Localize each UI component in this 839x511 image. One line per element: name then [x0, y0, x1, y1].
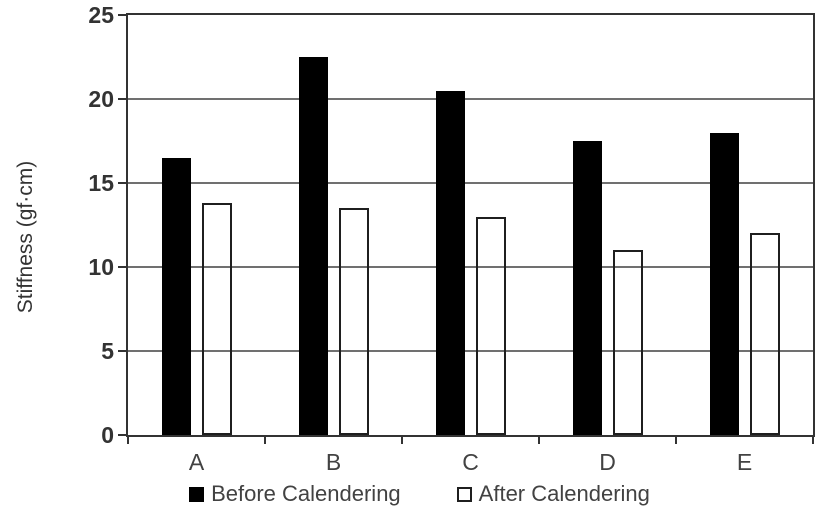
- bar-before-C: [435, 90, 465, 435]
- y-tick-20: [118, 98, 127, 100]
- y-tick-label-10: 10: [88, 254, 114, 280]
- legend-label: Before Calendering: [211, 481, 401, 506]
- bar-after-E: [749, 233, 780, 435]
- gridline-10: [128, 266, 813, 268]
- hollow-square-icon: [456, 486, 472, 502]
- y-tick-0: [118, 434, 127, 436]
- bar-before-A: [161, 157, 191, 435]
- x-label-D: D: [599, 449, 616, 475]
- legend-item-before: Before Calendering: [189, 481, 401, 507]
- y-tick-label-15: 15: [88, 170, 114, 196]
- gridline-20: [128, 98, 813, 100]
- y-tick-label-5: 5: [101, 338, 114, 364]
- y-tick-label-0: 0: [101, 422, 114, 448]
- x-tick-4: [675, 437, 677, 444]
- gridline-5: [128, 350, 813, 352]
- plot-area: [126, 13, 815, 437]
- x-label-A: A: [188, 449, 205, 475]
- legend: Before Calendering After Calendering: [0, 481, 839, 507]
- x-tick-5: [812, 437, 814, 444]
- y-tick-label-25: 25: [88, 2, 114, 28]
- x-label-B: B: [325, 449, 342, 475]
- y-tick-25: [118, 14, 127, 16]
- gridline-15: [128, 182, 813, 184]
- y-tick-label-20: 20: [88, 86, 114, 112]
- filled-square-icon: [189, 486, 205, 502]
- bar-after-A: [201, 203, 232, 435]
- bar-after-B: [338, 208, 369, 435]
- y-axis-title: Stiffness (gf·cm): [14, 160, 37, 314]
- x-tick-1: [264, 437, 266, 444]
- y-tick-5: [118, 350, 127, 352]
- x-tick-0: [127, 437, 129, 444]
- x-tick-2: [401, 437, 403, 444]
- bar-after-C: [475, 216, 506, 435]
- x-label-E: E: [736, 449, 753, 475]
- legend-label: After Calendering: [478, 481, 650, 506]
- legend-item-after: After Calendering: [456, 481, 650, 507]
- x-tick-3: [538, 437, 540, 444]
- x-label-C: C: [462, 449, 479, 475]
- bar-after-D: [612, 250, 643, 435]
- bar-before-B: [298, 57, 328, 435]
- y-tick-10: [118, 266, 127, 268]
- bar-before-D: [572, 141, 602, 435]
- y-tick-15: [118, 182, 127, 184]
- bar-before-E: [709, 132, 739, 435]
